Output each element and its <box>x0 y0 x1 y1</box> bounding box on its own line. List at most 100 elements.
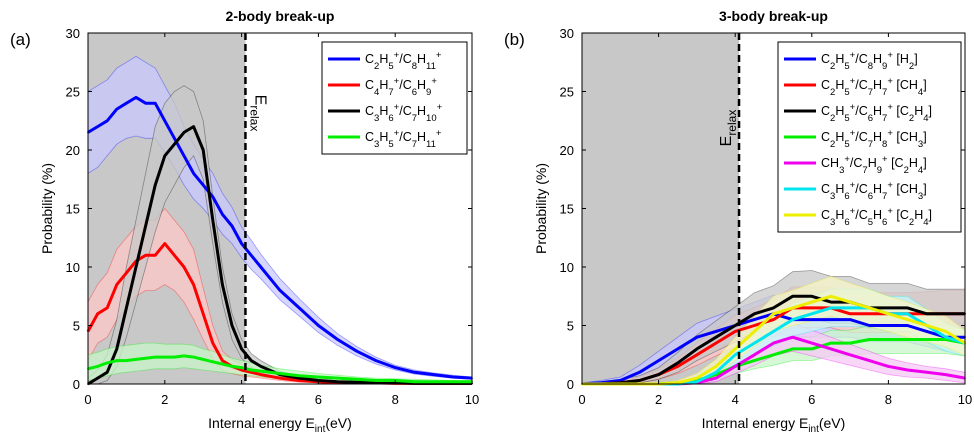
data-point <box>250 371 253 374</box>
data-point <box>925 338 928 341</box>
data-point <box>221 359 224 362</box>
data-point <box>451 376 454 378</box>
data-point <box>413 371 416 374</box>
data-point <box>753 359 756 362</box>
data-point <box>830 348 832 350</box>
x-tick-label: 4 <box>238 392 245 407</box>
y-tick-label: 10 <box>560 260 574 275</box>
data-point <box>125 307 128 309</box>
data-point <box>791 348 794 350</box>
data-point <box>202 312 205 315</box>
x-axis-label-tail: (eV) <box>325 415 351 431</box>
legend-entry-7: C3H6+/C5H6+ [C2H4] <box>821 206 932 228</box>
data-point <box>906 312 909 315</box>
data-point <box>298 379 301 382</box>
data-point <box>715 342 717 344</box>
data-point <box>830 307 832 309</box>
x-axis-label-tail: (eV) <box>819 415 845 431</box>
data-point <box>696 380 698 383</box>
data-point <box>115 283 118 286</box>
data-point <box>657 359 660 362</box>
legend-entry-3: C3H6+/C7H10+ <box>365 102 443 124</box>
data-point <box>317 376 320 378</box>
data-point <box>96 365 99 368</box>
relax-label-main: E <box>718 136 735 147</box>
data-point <box>192 283 195 286</box>
y-tick-label: 25 <box>560 85 574 100</box>
data-point <box>906 318 909 321</box>
data-point <box>944 338 947 341</box>
data-point <box>772 342 775 344</box>
data-point <box>96 377 99 379</box>
data-point <box>925 330 928 333</box>
data-point <box>221 363 224 365</box>
data-point <box>163 154 166 157</box>
data-point <box>715 377 717 379</box>
data-point <box>115 348 118 350</box>
data-point <box>696 353 698 356</box>
data-point <box>868 338 871 341</box>
data-point <box>734 348 737 350</box>
data-point <box>772 307 775 309</box>
data-point <box>192 125 195 128</box>
data-point <box>173 356 176 358</box>
data-point <box>154 356 157 358</box>
data-point <box>849 353 851 356</box>
data-point <box>298 374 301 377</box>
data-point <box>753 330 756 333</box>
data-point <box>144 225 147 227</box>
data-point <box>944 330 947 333</box>
data-point <box>183 154 185 157</box>
data-point <box>183 131 185 134</box>
data-point <box>144 357 147 360</box>
data-point <box>173 254 176 257</box>
data-point <box>259 370 262 372</box>
data-point <box>849 312 851 315</box>
data-point <box>849 318 851 321</box>
data-point <box>154 184 157 187</box>
relax-label-main: E <box>251 95 268 106</box>
data-point <box>221 283 224 286</box>
data-point <box>925 312 928 315</box>
data-point <box>432 373 435 376</box>
data-point <box>240 348 243 350</box>
relax-line-label: Erelax <box>247 95 268 132</box>
x-axis-label-sub: int <box>315 424 326 435</box>
data-point <box>638 371 641 374</box>
y-tick-label: 25 <box>66 85 80 100</box>
series-line-3 <box>87 125 472 386</box>
data-point <box>715 365 717 368</box>
series-points-1 <box>87 96 473 379</box>
data-point <box>830 342 832 344</box>
x-tick-label: 6 <box>315 392 322 407</box>
data-point <box>355 381 358 384</box>
data-point <box>259 266 262 268</box>
y-tick-label: 30 <box>560 26 574 41</box>
data-point <box>830 301 832 303</box>
y-tick-label: 20 <box>66 143 80 158</box>
data-point <box>791 295 794 298</box>
data-point <box>432 380 435 383</box>
data-point <box>657 373 660 376</box>
panel-label: (a) <box>10 30 31 49</box>
x-tick-label: 8 <box>392 392 399 407</box>
axis-ticks: 0 2 4 6 8 10 0 5 10 15 20 25 30 <box>66 26 480 407</box>
series-line-4 <box>87 354 472 384</box>
data-point <box>375 359 377 362</box>
data-point <box>115 359 118 362</box>
x-axis-label-sub: int <box>808 424 819 435</box>
x-tick-label: 2 <box>655 392 662 407</box>
legend-entry-4: C2H5+/C7H8+ [CH3] <box>821 128 927 150</box>
relax-label-sub: relax <box>725 110 739 136</box>
data-point <box>887 338 890 341</box>
y-tick-label: 0 <box>73 377 80 392</box>
legend-entry-1: C2H5+/C8H9+ [H2] <box>821 50 918 72</box>
data-point <box>638 379 641 382</box>
data-point <box>259 373 262 376</box>
data-point <box>451 380 454 383</box>
series-line-1 <box>87 95 473 380</box>
data-point <box>144 102 147 105</box>
legend-box <box>321 41 468 155</box>
data-point <box>183 266 185 268</box>
